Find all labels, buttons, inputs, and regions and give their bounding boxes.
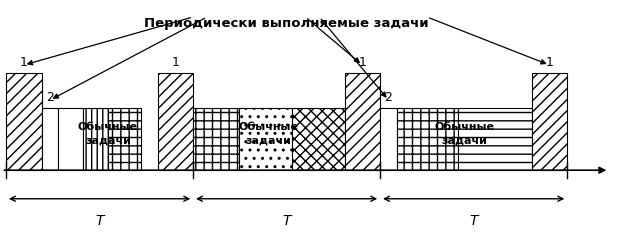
Bar xyxy=(83,108,108,170)
Bar xyxy=(345,73,380,170)
Bar xyxy=(531,73,567,170)
Text: 1: 1 xyxy=(171,56,179,69)
Bar xyxy=(58,108,83,170)
Text: 2: 2 xyxy=(46,91,54,104)
Bar xyxy=(108,108,141,170)
Text: 1: 1 xyxy=(546,56,553,69)
Text: T: T xyxy=(95,214,104,228)
Bar xyxy=(157,73,193,170)
Bar xyxy=(6,73,42,170)
Text: Периодически выполняемые задачи: Периодически выполняемые задачи xyxy=(144,17,429,30)
Bar xyxy=(42,108,58,170)
Text: T: T xyxy=(469,214,478,228)
Bar xyxy=(193,108,239,170)
Text: Обычные
задачи: Обычные задачи xyxy=(78,122,138,146)
Bar xyxy=(291,108,345,170)
Text: 1: 1 xyxy=(20,56,28,69)
Text: 1: 1 xyxy=(358,56,366,69)
Text: Обычные
задачи: Обычные задачи xyxy=(434,122,494,146)
Bar xyxy=(458,108,531,170)
Text: 2: 2 xyxy=(384,91,392,104)
Text: T: T xyxy=(282,214,291,228)
Text: Обычные
задачи: Обычные задачи xyxy=(239,122,299,146)
Bar xyxy=(239,108,291,170)
Bar xyxy=(397,108,458,170)
Bar xyxy=(380,108,397,170)
